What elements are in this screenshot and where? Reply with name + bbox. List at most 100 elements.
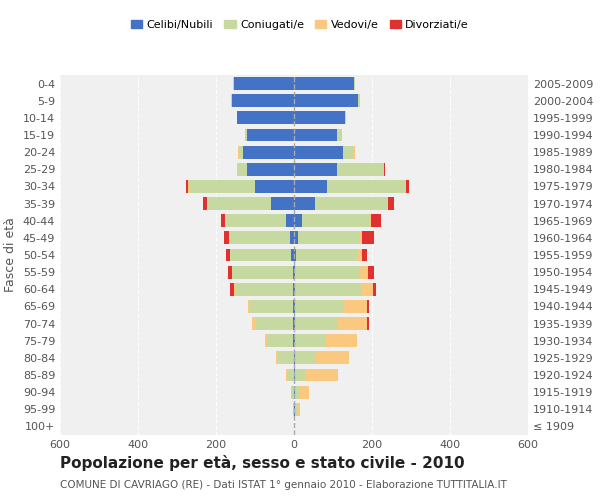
Bar: [228, 266, 232, 278]
Bar: [286, 214, 294, 227]
Bar: [370, 214, 371, 227]
Bar: [406, 180, 409, 193]
Bar: [294, 352, 295, 364]
Bar: [247, 163, 294, 175]
Bar: [295, 386, 299, 398]
Bar: [293, 300, 294, 313]
Bar: [294, 403, 295, 415]
Bar: [265, 334, 268, 347]
Bar: [208, 197, 271, 210]
Bar: [337, 163, 384, 175]
Bar: [360, 232, 362, 244]
Bar: [362, 232, 374, 244]
Bar: [226, 214, 286, 227]
Bar: [293, 334, 294, 347]
Bar: [337, 128, 341, 141]
Bar: [232, 266, 293, 278]
Bar: [384, 163, 385, 175]
Bar: [344, 112, 346, 124]
Bar: [293, 403, 294, 415]
Bar: [235, 283, 293, 296]
Bar: [367, 300, 369, 313]
Bar: [358, 248, 362, 262]
Bar: [294, 214, 302, 227]
Bar: [186, 180, 188, 193]
Bar: [294, 94, 358, 107]
Bar: [268, 334, 293, 347]
Y-axis label: Anni di nascita: Anni di nascita: [599, 209, 600, 301]
Bar: [358, 94, 359, 107]
Bar: [236, 112, 238, 124]
Bar: [221, 214, 225, 227]
Bar: [388, 197, 394, 210]
Bar: [327, 180, 405, 193]
Bar: [271, 197, 294, 210]
Bar: [302, 214, 370, 227]
Bar: [230, 232, 290, 244]
Bar: [294, 180, 327, 193]
Text: COMUNE DI CAVRIAGO (RE) - Dati ISTAT 1° gennaio 2010 - Elaborazione TUTTITALIA.I: COMUNE DI CAVRIAGO (RE) - Dati ISTAT 1° …: [60, 480, 507, 490]
Bar: [295, 266, 359, 278]
Bar: [294, 266, 295, 278]
Bar: [294, 334, 295, 347]
Bar: [298, 232, 360, 244]
Bar: [294, 128, 337, 141]
Legend: Celibi/Nubili, Coniugati/e, Vedovi/e, Divorziati/e: Celibi/Nubili, Coniugati/e, Vedovi/e, Di…: [127, 16, 473, 34]
Bar: [367, 317, 369, 330]
Bar: [255, 180, 294, 193]
Bar: [286, 368, 287, 382]
Bar: [294, 197, 316, 210]
Bar: [294, 300, 295, 313]
Bar: [244, 146, 294, 158]
Bar: [277, 352, 278, 364]
Bar: [371, 214, 380, 227]
Bar: [338, 317, 367, 330]
Bar: [238, 163, 247, 175]
Bar: [362, 248, 367, 262]
Bar: [291, 248, 294, 262]
Bar: [295, 403, 297, 415]
Bar: [295, 317, 338, 330]
Bar: [294, 112, 344, 124]
Bar: [278, 352, 294, 364]
Bar: [293, 283, 294, 296]
Bar: [230, 248, 291, 262]
Bar: [248, 300, 250, 313]
Bar: [226, 248, 230, 262]
Bar: [299, 386, 309, 398]
Bar: [294, 317, 295, 330]
Bar: [232, 94, 294, 107]
Bar: [295, 300, 344, 313]
Bar: [361, 283, 373, 296]
Bar: [188, 180, 255, 193]
Bar: [238, 146, 239, 158]
Bar: [233, 283, 235, 296]
Bar: [247, 128, 294, 141]
Bar: [224, 232, 229, 244]
Bar: [252, 317, 256, 330]
Bar: [256, 317, 293, 330]
Bar: [316, 197, 388, 210]
Bar: [295, 334, 326, 347]
Bar: [233, 77, 294, 90]
Bar: [225, 214, 226, 227]
Bar: [250, 300, 293, 313]
Bar: [203, 197, 208, 210]
Bar: [291, 386, 294, 398]
Bar: [373, 283, 376, 296]
Bar: [293, 266, 294, 278]
Bar: [294, 248, 296, 262]
Bar: [295, 283, 361, 296]
Bar: [294, 386, 295, 398]
Bar: [230, 283, 233, 296]
Bar: [326, 334, 357, 347]
Bar: [287, 368, 294, 382]
Bar: [293, 317, 294, 330]
Bar: [245, 128, 247, 141]
Bar: [294, 163, 337, 175]
Bar: [294, 283, 295, 296]
Bar: [344, 300, 367, 313]
Bar: [294, 77, 355, 90]
Bar: [297, 403, 300, 415]
Bar: [231, 94, 232, 107]
